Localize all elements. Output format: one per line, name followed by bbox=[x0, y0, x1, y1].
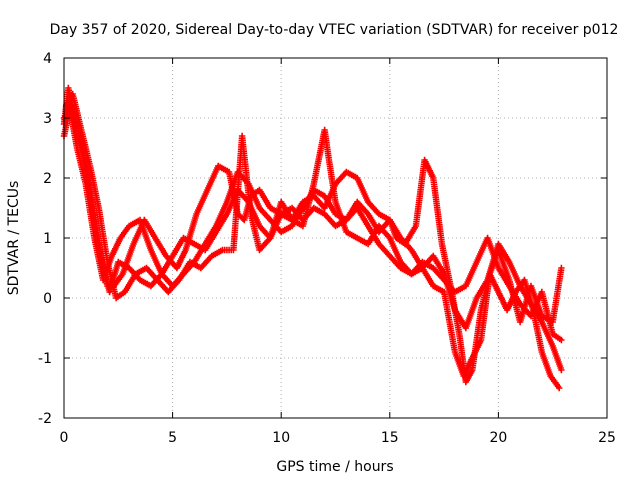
y-tick-label: 1 bbox=[43, 231, 52, 247]
y-tick-label: 3 bbox=[43, 111, 52, 127]
axis-ticks: 0 5 10 15 20 25 -2 -1 0 1 2 3 4 bbox=[38, 51, 616, 446]
x-axis-label: GPS time / hours bbox=[276, 459, 393, 475]
y-tick-label: -1 bbox=[38, 351, 52, 367]
x-tick-label: 10 bbox=[272, 430, 290, 446]
x-tick-label: 5 bbox=[168, 430, 177, 446]
y-tick-label: 4 bbox=[43, 51, 52, 67]
y-axis-label: SDTVAR / TECUs bbox=[6, 181, 22, 296]
series-layer bbox=[60, 84, 565, 392]
chart-title: Day 357 of 2020, Sidereal Day-to-day VTE… bbox=[50, 22, 619, 38]
y-tick-label: -2 bbox=[38, 411, 52, 427]
y-tick-label: 2 bbox=[43, 171, 52, 187]
x-tick-label: 20 bbox=[489, 430, 507, 446]
x-tick-label: 25 bbox=[598, 430, 616, 446]
x-tick-label: 15 bbox=[381, 430, 399, 446]
y-tick-label: 0 bbox=[43, 291, 52, 307]
x-tick-label: 0 bbox=[60, 430, 69, 446]
